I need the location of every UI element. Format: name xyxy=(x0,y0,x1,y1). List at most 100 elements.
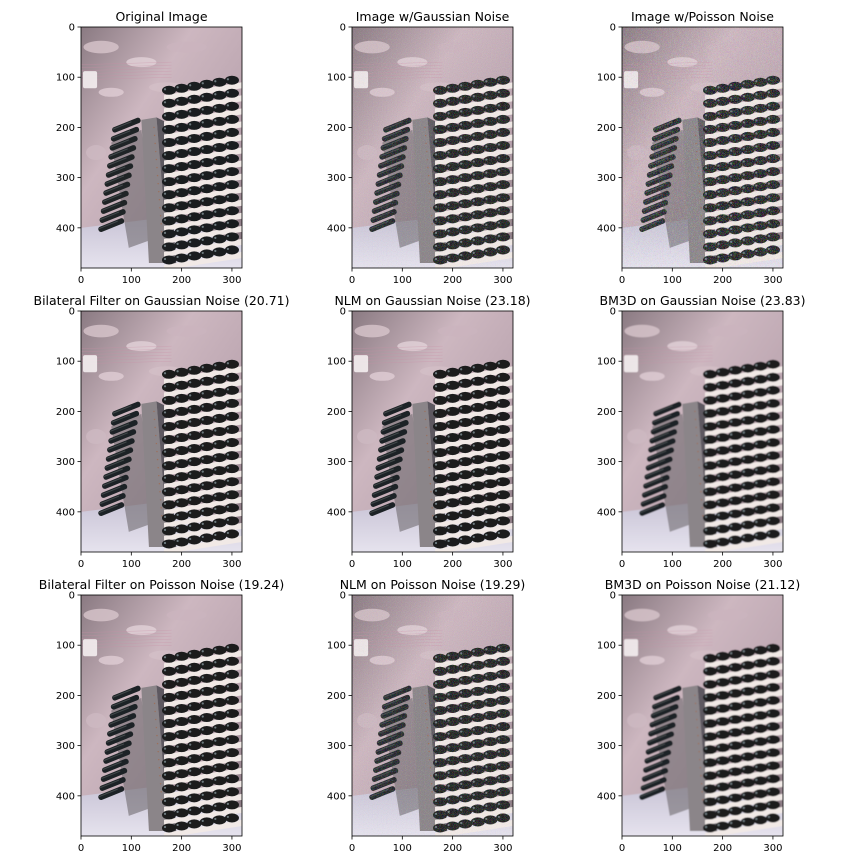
figure-panel: BM3D on Gaussian Noise (23.83)0 100 200 300… xyxy=(597,293,806,570)
x-tick-label: 200 xyxy=(443,275,462,286)
figure-panel: NLM on Poisson Noise (19.29)0 100 200 30001… xyxy=(327,577,525,854)
y-tick-label: 300 xyxy=(327,741,346,752)
x-tick-label: 100 xyxy=(122,559,141,570)
x-tick-label: 200 xyxy=(172,843,191,854)
figure-panel: Image w/Poisson Noise 0 100 200 300 0 100 200 30… xyxy=(597,9,784,286)
x-tick-label: 200 xyxy=(172,559,191,570)
x-tick-label: 100 xyxy=(122,843,141,854)
x-tick-label: 0 xyxy=(349,559,355,570)
y-tick-label: 100 xyxy=(327,357,346,368)
y-tick-label: 400 xyxy=(327,791,346,802)
y-tick-label: 400 xyxy=(597,507,616,518)
y-tick-label: 100 xyxy=(56,641,75,652)
y-tick-label: 100 xyxy=(327,73,346,84)
panel-title: BM3D on Gaussian Noise (23.83) xyxy=(600,293,806,308)
y-tick-label: 100 xyxy=(597,641,616,652)
x-tick-label: 200 xyxy=(443,843,462,854)
x-tick-label: 300 xyxy=(763,275,782,286)
y-tick-label: 300 xyxy=(597,173,616,184)
panel-title: Image w/Gaussian Noise xyxy=(356,9,510,24)
panel-image xyxy=(81,27,242,268)
y-tick-label: 0 xyxy=(610,591,616,602)
panel-image xyxy=(352,311,513,552)
x-tick-label: 300 xyxy=(222,843,241,854)
y-tick-label: 0 xyxy=(340,591,346,602)
y-tick-label: 400 xyxy=(327,223,346,234)
x-tick-label: 100 xyxy=(393,275,412,286)
x-tick-label: 300 xyxy=(763,559,782,570)
y-tick-label: 0 xyxy=(610,23,616,34)
y-tick-label: 300 xyxy=(327,173,346,184)
y-tick-label: 0 xyxy=(69,23,75,34)
panel-image xyxy=(622,595,783,836)
axes-frame xyxy=(80,310,243,553)
y-tick-label: 300 xyxy=(56,173,75,184)
x-tick-label: 300 xyxy=(493,275,512,286)
y-tick-label: 100 xyxy=(56,73,75,84)
x-tick-label: 200 xyxy=(172,275,191,286)
panel-title: NLM on Poisson Noise (19.29) xyxy=(340,577,526,592)
x-tick-label: 0 xyxy=(78,275,84,286)
x-tick-label: 0 xyxy=(619,275,625,286)
y-tick-label: 300 xyxy=(327,457,346,468)
panel-title: Image w/Poisson Noise xyxy=(631,9,774,24)
panel-title: Bilateral Filter on Gaussian Noise (20.7… xyxy=(34,293,290,308)
y-tick-label: 400 xyxy=(327,507,346,518)
x-tick-label: 0 xyxy=(78,559,84,570)
y-tick-label: 200 xyxy=(597,691,616,702)
panel-title: Bilateral Filter on Poisson Noise (19.24… xyxy=(39,577,284,592)
y-tick-label: 200 xyxy=(327,407,346,418)
x-tick-label: 100 xyxy=(393,843,412,854)
y-tick-label: 200 xyxy=(327,123,346,134)
axes-frame xyxy=(80,26,243,269)
panel-image xyxy=(352,595,513,836)
x-tick-label: 0 xyxy=(78,843,84,854)
x-tick-label: 100 xyxy=(663,275,682,286)
y-tick-label: 400 xyxy=(56,791,75,802)
figure-panel: BM3D on Poisson Noise (21.12)0 100 200 3000… xyxy=(597,577,800,854)
x-tick-label: 100 xyxy=(663,559,682,570)
x-tick-label: 200 xyxy=(713,559,732,570)
panel-image xyxy=(622,27,783,268)
x-tick-label: 100 xyxy=(393,559,412,570)
figure-panel: Original Image 0 100 200 300 0 100 200 300 400 xyxy=(56,9,243,286)
y-tick-label: 100 xyxy=(327,641,346,652)
figure-panel: Bilateral Filter on Gaussian Noise (20.7… xyxy=(34,293,290,570)
panel-image xyxy=(81,311,242,552)
y-tick-label: 300 xyxy=(56,457,75,468)
y-tick-label: 200 xyxy=(56,691,75,702)
y-tick-label: 0 xyxy=(69,307,75,318)
x-tick-label: 300 xyxy=(493,843,512,854)
y-tick-label: 0 xyxy=(69,591,75,602)
y-tick-label: 0 xyxy=(610,307,616,318)
panel-image xyxy=(352,27,513,268)
x-tick-label: 0 xyxy=(349,843,355,854)
x-tick-label: 300 xyxy=(222,275,241,286)
panel-title: BM3D on Poisson Noise (21.12) xyxy=(605,577,800,592)
y-tick-label: 400 xyxy=(597,223,616,234)
figure-panel: Image w/Gaussian Noise 0 100 200 300 0 100 200 3… xyxy=(327,9,514,286)
x-tick-label: 0 xyxy=(619,559,625,570)
panel-image xyxy=(622,311,783,552)
x-tick-label: 300 xyxy=(222,559,241,570)
figure-panel: Bilateral Filter on Poisson Noise (19.24… xyxy=(39,577,284,854)
figure-panel: NLM on Gaussian Noise (23.18)0 100 200 3000… xyxy=(327,293,531,570)
axes-frame xyxy=(351,310,514,553)
x-tick-label: 200 xyxy=(713,275,732,286)
y-tick-label: 400 xyxy=(56,223,75,234)
axes-frame xyxy=(621,594,784,837)
y-tick-label: 200 xyxy=(597,123,616,134)
y-tick-label: 200 xyxy=(56,123,75,134)
y-tick-label: 200 xyxy=(327,691,346,702)
y-tick-label: 300 xyxy=(56,741,75,752)
y-tick-label: 100 xyxy=(597,357,616,368)
axes-frame xyxy=(80,594,243,837)
x-tick-label: 100 xyxy=(663,843,682,854)
x-tick-label: 0 xyxy=(619,843,625,854)
x-tick-label: 100 xyxy=(122,275,141,286)
x-tick-label: 200 xyxy=(713,843,732,854)
axes-frame xyxy=(621,310,784,553)
axes-frame xyxy=(351,594,514,837)
x-tick-label: 300 xyxy=(493,559,512,570)
